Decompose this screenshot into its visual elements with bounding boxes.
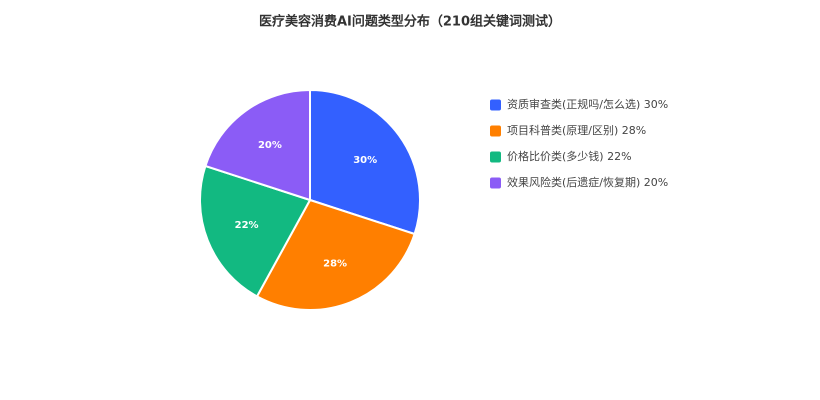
data-label: 28% (323, 258, 347, 269)
legend-swatch (490, 151, 501, 163)
pie-slice (204, 88, 311, 202)
legend-label: 价格比价类(多少钱) 22% (507, 149, 632, 163)
pie-slice (255, 198, 416, 311)
legend-label: 效果风险类(后遗症/恢复期) 20% (507, 175, 668, 189)
legend-swatch (490, 99, 501, 111)
data-label: 22% (235, 220, 259, 231)
data-label: 30% (353, 155, 377, 166)
legend-label: 项目科普类(原理/区别) 28% (507, 123, 646, 137)
pie-slice (199, 164, 312, 298)
legend-swatch (490, 125, 501, 137)
legend-label: 资质审查类(正规吗/怎么选) 30% (507, 97, 668, 111)
legend-swatch (490, 177, 501, 189)
data-label: 20% (258, 140, 282, 151)
chart-title: 医疗美容消费AI问题类型分布（210组关键词测试） (259, 14, 561, 30)
pie-slice (309, 88, 421, 236)
